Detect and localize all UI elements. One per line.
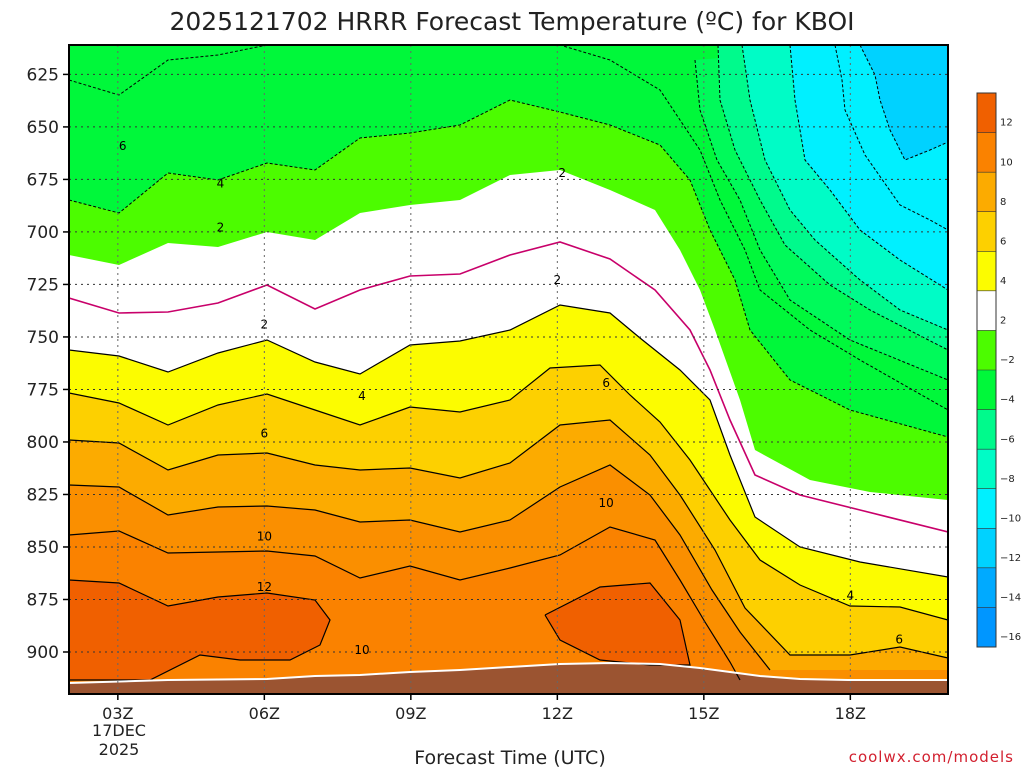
colorbar-tick-label: 6: [1000, 236, 1006, 247]
terrain-edge: [69, 661, 948, 684]
band-m16-upper: [860, 45, 948, 160]
contour-label: 6: [602, 376, 610, 390]
contour-label: 4: [217, 177, 225, 191]
x-tick-label: 06Z: [249, 704, 280, 723]
y-tick-label: 900: [27, 643, 59, 663]
contour-label: 6: [119, 139, 127, 153]
colorbar-tick-label: 2: [1000, 316, 1006, 327]
contour-m14: [834, 45, 948, 231]
contour-label: 2: [261, 317, 269, 331]
contour-p6: [69, 419, 948, 659]
credit-text: coolwx.com/models: [849, 748, 1014, 766]
y-tick-label: 775: [27, 380, 59, 400]
colorbar-swatch: [977, 330, 996, 371]
colorbar-tick-label: −16: [1000, 632, 1021, 643]
colorbar-swatch: [977, 290, 996, 331]
plot-frame: [68, 44, 949, 695]
y-tick-label: 675: [27, 170, 59, 190]
contour-m6: [694, 59, 948, 381]
terrain: [69, 663, 948, 694]
contour-label: 6: [261, 427, 269, 441]
contour-m16: [859, 45, 948, 161]
colorbar-swatch: [977, 567, 996, 608]
x-date-line-2: 2025: [99, 740, 140, 759]
contour-p2: [69, 304, 948, 578]
contour-p12-left: [69, 579, 331, 681]
colorbar-swatch: [977, 449, 996, 490]
x-axis: 03Z 06Z 09Z 12Z 15Z 18Z: [102, 694, 866, 723]
colorbar-swatch: [977, 251, 996, 292]
x-tick-label: 09Z: [395, 704, 426, 723]
x-tick-label: 03Z: [102, 704, 133, 723]
colorbar-tick-label: −10: [1000, 513, 1021, 524]
y-tick-label: 700: [27, 223, 59, 243]
contour-label: 2: [558, 166, 566, 180]
colorbar-swatch: [977, 172, 996, 213]
colorbar-tick-label: 10: [1000, 157, 1013, 168]
colorbar-swatch: [977, 132, 996, 173]
contour-p4: [69, 364, 948, 621]
colorbar-swatch: [977, 93, 996, 134]
colorbar-tick-label: 8: [1000, 197, 1006, 208]
contour-label: 2: [217, 221, 225, 235]
colorbar-tick-label: 4: [1000, 276, 1006, 287]
contour-label: 4: [358, 389, 366, 403]
chart-title: 2025121702 HRRR Forecast Temperature (ºC…: [169, 7, 854, 36]
contour-p12-right: [544, 582, 691, 666]
contour-m10: [741, 45, 948, 331]
y-tick-label: 650: [27, 118, 59, 138]
contour-label: 4: [847, 588, 855, 602]
colorbar-swatch: [977, 211, 996, 252]
contour-label: 10: [257, 529, 272, 543]
colorbar-swatch: [977, 528, 996, 569]
contour-label: 12: [257, 580, 272, 594]
colorbar-tick-label: −12: [1000, 553, 1021, 564]
contour-m12: [789, 45, 948, 291]
freezing-line: [69, 241, 948, 533]
colorbar-swatch: [977, 409, 996, 450]
y-tick-label: 625: [27, 65, 59, 85]
y-tick-label: 750: [27, 328, 59, 348]
colorbar-tick-label: −8: [1000, 474, 1015, 485]
x-tick-label: 18Z: [835, 704, 866, 723]
contour-m4: [69, 45, 948, 411]
contour-p10: [69, 526, 741, 681]
x-tick-label: 12Z: [542, 704, 573, 723]
colorbar-tick-label: 12: [1000, 118, 1013, 129]
colorbar-tick-label: −6: [1000, 434, 1015, 445]
x-axis-label: Forecast Time (UTC): [414, 747, 605, 768]
colorbar-swatch: [977, 370, 996, 411]
contour-label: 2: [554, 273, 562, 287]
colorbar-swatch: [977, 607, 996, 648]
y-tick-label: 875: [27, 590, 59, 610]
y-tick-label: 725: [27, 275, 59, 295]
y-tick-label: 850: [27, 538, 59, 558]
contour-p8: [69, 464, 771, 671]
y-axis: 625 650 675 700 725 750 775 800 825 850 875 900: [27, 65, 69, 663]
colorbar-tick-label: −2: [1000, 355, 1015, 366]
y-tick-label: 825: [27, 485, 59, 505]
x-tick-label: 15Z: [688, 704, 719, 723]
contour-label: 10: [599, 496, 614, 510]
colorbar: 12 10 8 6 4 2 −2 −4 −6 −8 −10 −12 −14 −16: [976, 92, 1021, 648]
plot-area: 6 4 2 2 2 2 4 6 6 10 10 12 10 4 6: [68, 44, 949, 695]
contour-label: 10: [354, 643, 369, 657]
contour-label: 6: [895, 632, 903, 646]
colorbar-tick-label: −4: [1000, 395, 1015, 406]
colorbar-tick-label: −14: [1000, 593, 1021, 604]
x-date-line-1: 17DEC: [92, 721, 146, 740]
y-tick-label: 800: [27, 433, 59, 453]
band-p12-right: [545, 583, 690, 665]
colorbar-swatch: [977, 488, 996, 529]
